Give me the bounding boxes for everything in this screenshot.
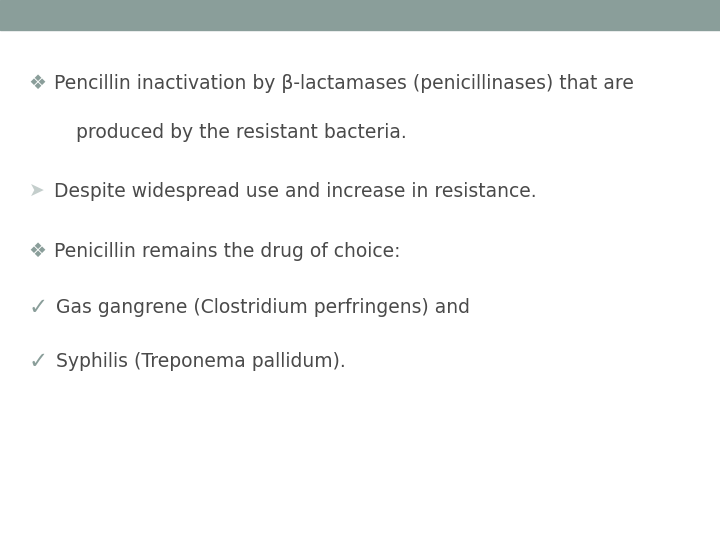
Text: Pencillin inactivation by β-lactamases (penicillinases) that are: Pencillin inactivation by β-lactamases (…	[54, 74, 634, 93]
Text: Penicillin remains the drug of choice:: Penicillin remains the drug of choice:	[54, 241, 400, 261]
Text: ✓: ✓	[29, 296, 48, 319]
Text: Gas gangrene (Clostridium perfringens) and: Gas gangrene (Clostridium perfringens) a…	[56, 298, 470, 318]
Text: ➤: ➤	[29, 182, 45, 201]
Text: ✓: ✓	[29, 350, 48, 373]
Text: Despite widespread use and increase in resistance.: Despite widespread use and increase in r…	[54, 182, 536, 201]
Text: ❖: ❖	[29, 241, 47, 261]
Text: produced by the resistant bacteria.: produced by the resistant bacteria.	[76, 123, 406, 142]
Text: Syphilis (Treponema pallidum).: Syphilis (Treponema pallidum).	[56, 352, 346, 372]
Text: ❖: ❖	[29, 74, 47, 93]
